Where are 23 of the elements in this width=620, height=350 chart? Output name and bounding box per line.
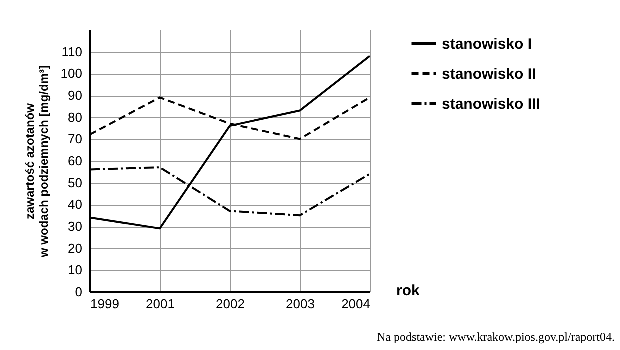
y-tick-label: 40 bbox=[68, 197, 82, 212]
x-tick-label: 1999 bbox=[90, 296, 120, 312]
legend-label: stanowisko II bbox=[442, 66, 536, 83]
x-tick-label: 2002 bbox=[216, 296, 245, 312]
text: Na podstawie: www.krakow.pios.gov.pl/raport04. bbox=[377, 330, 615, 344]
y-tick-label: 80 bbox=[68, 110, 82, 125]
y-tick-label: 50 bbox=[68, 175, 82, 190]
x-tick-label: 2003 bbox=[286, 296, 315, 312]
y-tick-label: 30 bbox=[68, 219, 82, 234]
legend-label: stanowisko III bbox=[442, 96, 540, 113]
y-tick-label: 90 bbox=[68, 88, 82, 103]
x-tick-label: 2001 bbox=[146, 296, 175, 312]
y-axis-title: zawartość azotanów w wodach podziemnych [mg/dm³] bbox=[22, 65, 51, 259]
y-tick-label: 100 bbox=[60, 66, 82, 82]
legend-label: stanowisko I bbox=[442, 36, 532, 53]
y-tick-label: 10 bbox=[68, 262, 82, 278]
y-tick-label: 0 bbox=[75, 284, 82, 300]
y-tick-label: 60 bbox=[68, 154, 82, 168]
y-tick-label: 20 bbox=[68, 240, 82, 256]
y-tick-label: 70 bbox=[68, 132, 82, 147]
x-axis-title: rok bbox=[396, 282, 420, 300]
x-tick-label: 2004 bbox=[342, 296, 370, 312]
y-tick-label: 110 bbox=[62, 44, 82, 60]
